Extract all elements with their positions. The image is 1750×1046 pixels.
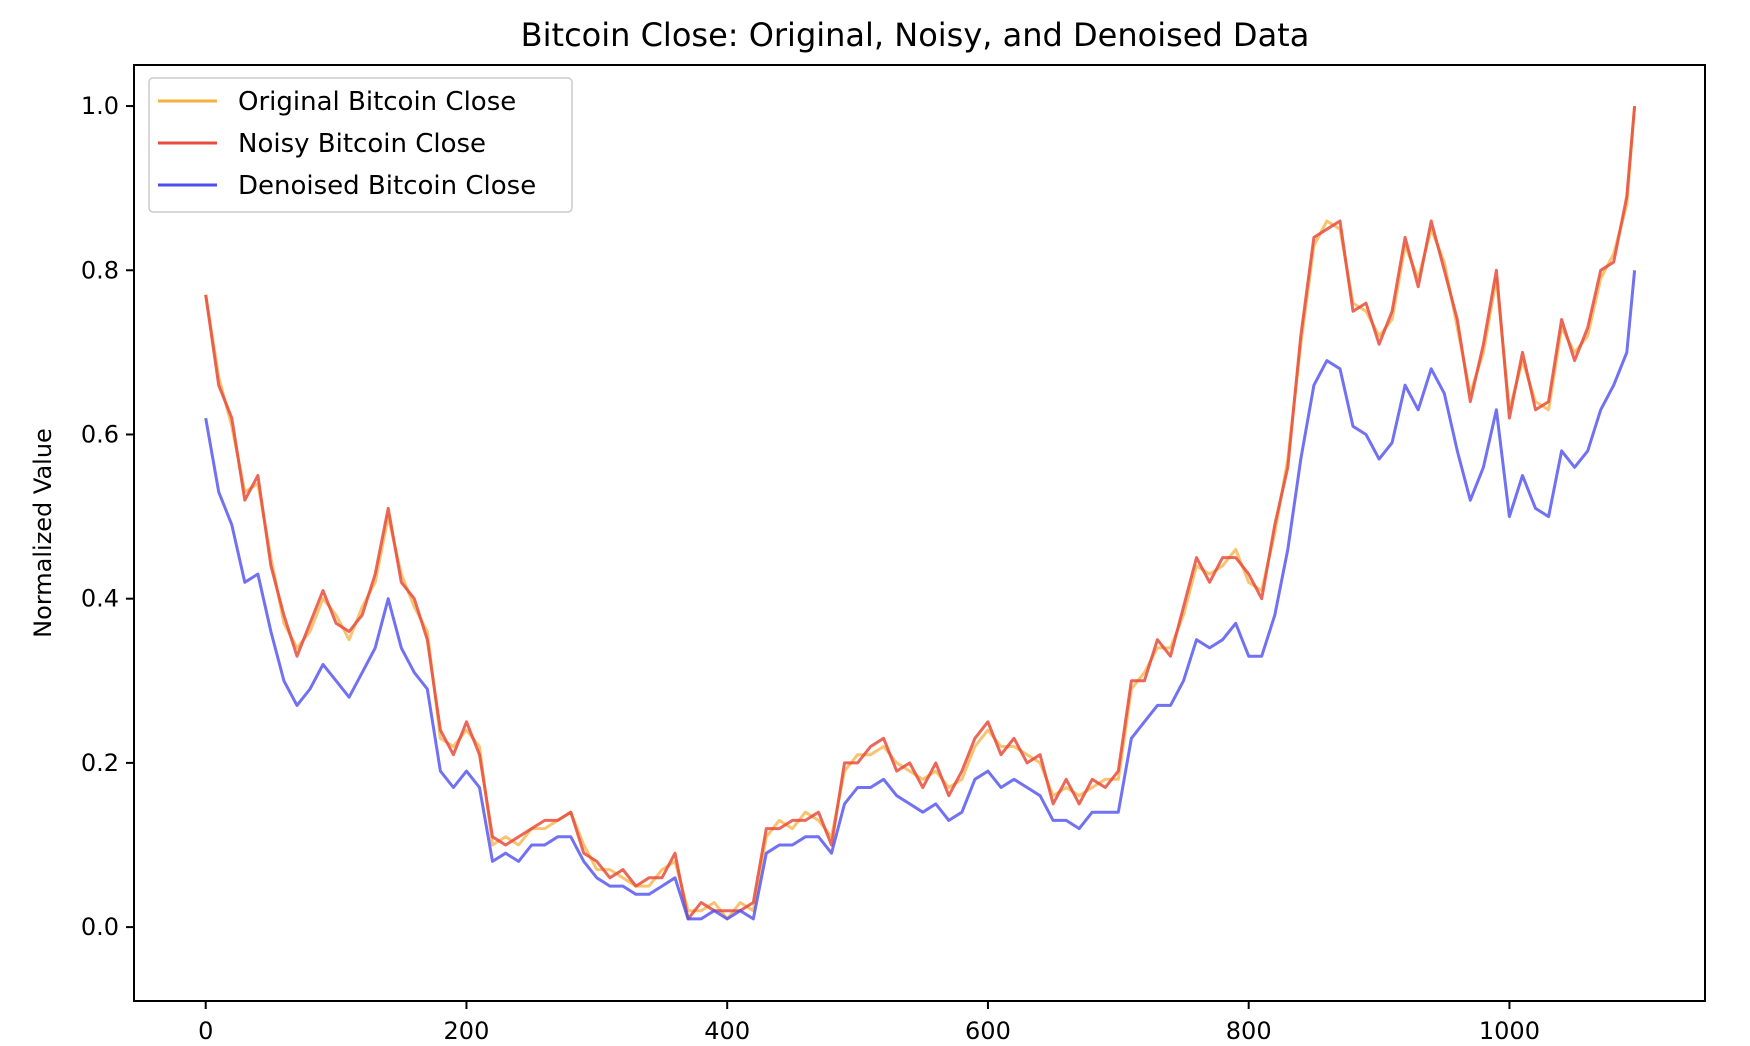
legend-label-noisy: Noisy Bitcoin Close [238,129,486,159]
x-tick-label: 400 [704,1017,750,1045]
x-tick-label: 800 [1226,1017,1272,1045]
y-tick-label: 0.4 [81,585,119,613]
legend-box [148,77,573,213]
y-axis-label: Normalized Value [29,428,57,638]
series-layer [204,105,1637,921]
y-tick-label: 1.0 [81,92,119,120]
series-line-denoised [204,270,1637,921]
y-tick-label: 0.2 [81,749,119,777]
y-tick-label: 0.8 [81,256,119,284]
legend: Original Bitcoin Close Noisy Bitcoin Clo… [148,77,573,213]
x-tick-label: 0 [198,1017,213,1045]
x-tick-label: 1000 [1479,1017,1540,1045]
y-axis: 0.0 0.2 0.4 0.6 0.8 1.0 [81,92,134,941]
legend-label-original: Original Bitcoin Close [238,87,516,117]
x-tick-label: 200 [444,1017,490,1045]
legend-label-denoised: Denoised Bitcoin Close [238,171,536,201]
y-tick-label: 0.6 [81,420,119,448]
x-tick-label: 600 [965,1017,1011,1045]
x-axis: 0 200 400 600 800 1000 [198,1001,1540,1045]
series-line-noisy [204,105,1637,921]
y-tick-label: 0.0 [81,913,119,941]
plot-frame [133,64,1706,1002]
series-line-original [204,105,1637,921]
chart-title: Bitcoin Close: Original, Noisy, and Deno… [521,16,1310,54]
